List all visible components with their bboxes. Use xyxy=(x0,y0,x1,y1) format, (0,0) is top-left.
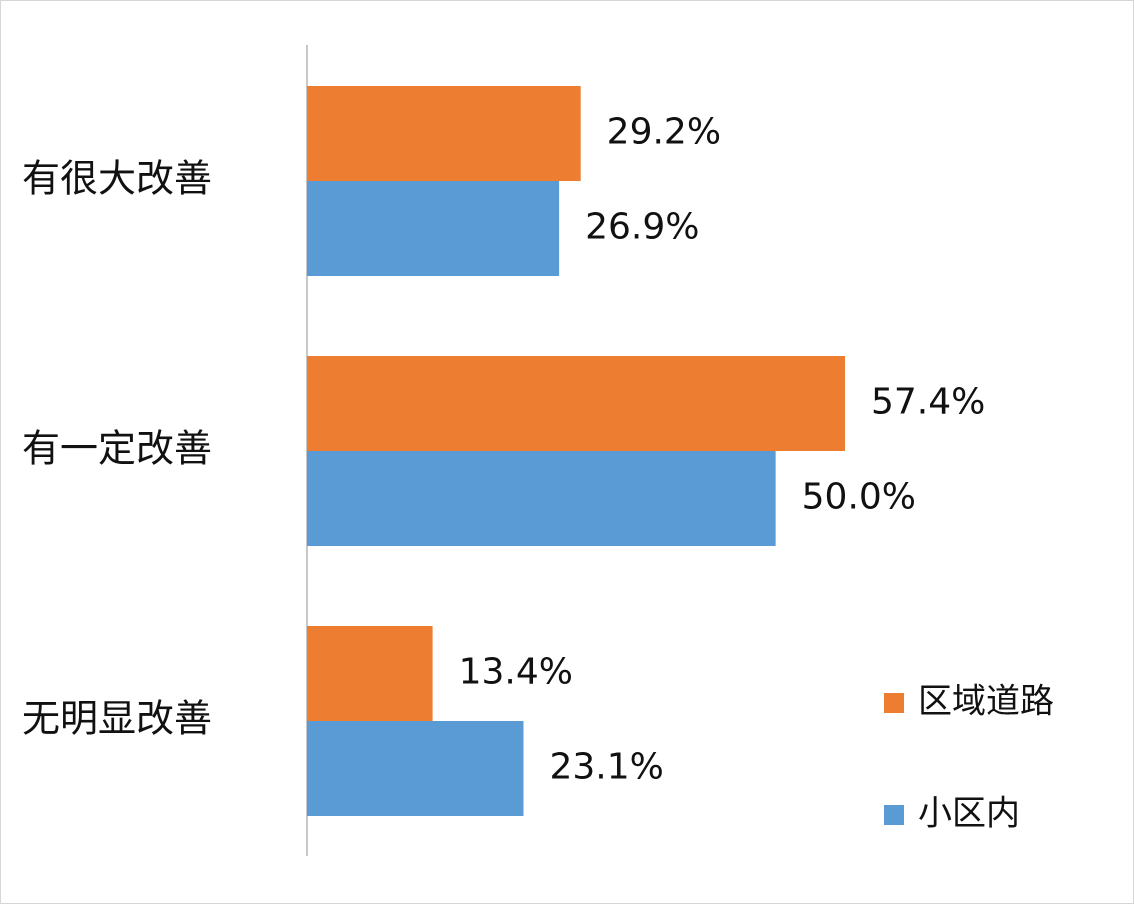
category-label: 无明显改善 xyxy=(22,697,212,741)
bar xyxy=(307,86,581,181)
bar xyxy=(307,721,524,816)
value-label: 23.1% xyxy=(550,747,664,788)
bar xyxy=(307,451,776,546)
legend-swatch xyxy=(884,693,904,713)
category-label: 有一定改善 xyxy=(22,427,212,471)
value-label: 57.4% xyxy=(871,382,985,423)
bar xyxy=(307,181,560,276)
category-label: 有很大改善 xyxy=(22,157,212,201)
value-label: 50.0% xyxy=(802,477,916,518)
value-label: 29.2% xyxy=(607,112,721,153)
legend-swatch xyxy=(884,805,904,825)
bar xyxy=(307,356,845,451)
legend-label: 区域道路 xyxy=(918,682,1054,722)
value-label: 13.4% xyxy=(459,652,573,693)
legend-label: 小区内 xyxy=(918,794,1020,834)
value-label: 26.9% xyxy=(585,207,699,248)
bar xyxy=(307,626,433,721)
